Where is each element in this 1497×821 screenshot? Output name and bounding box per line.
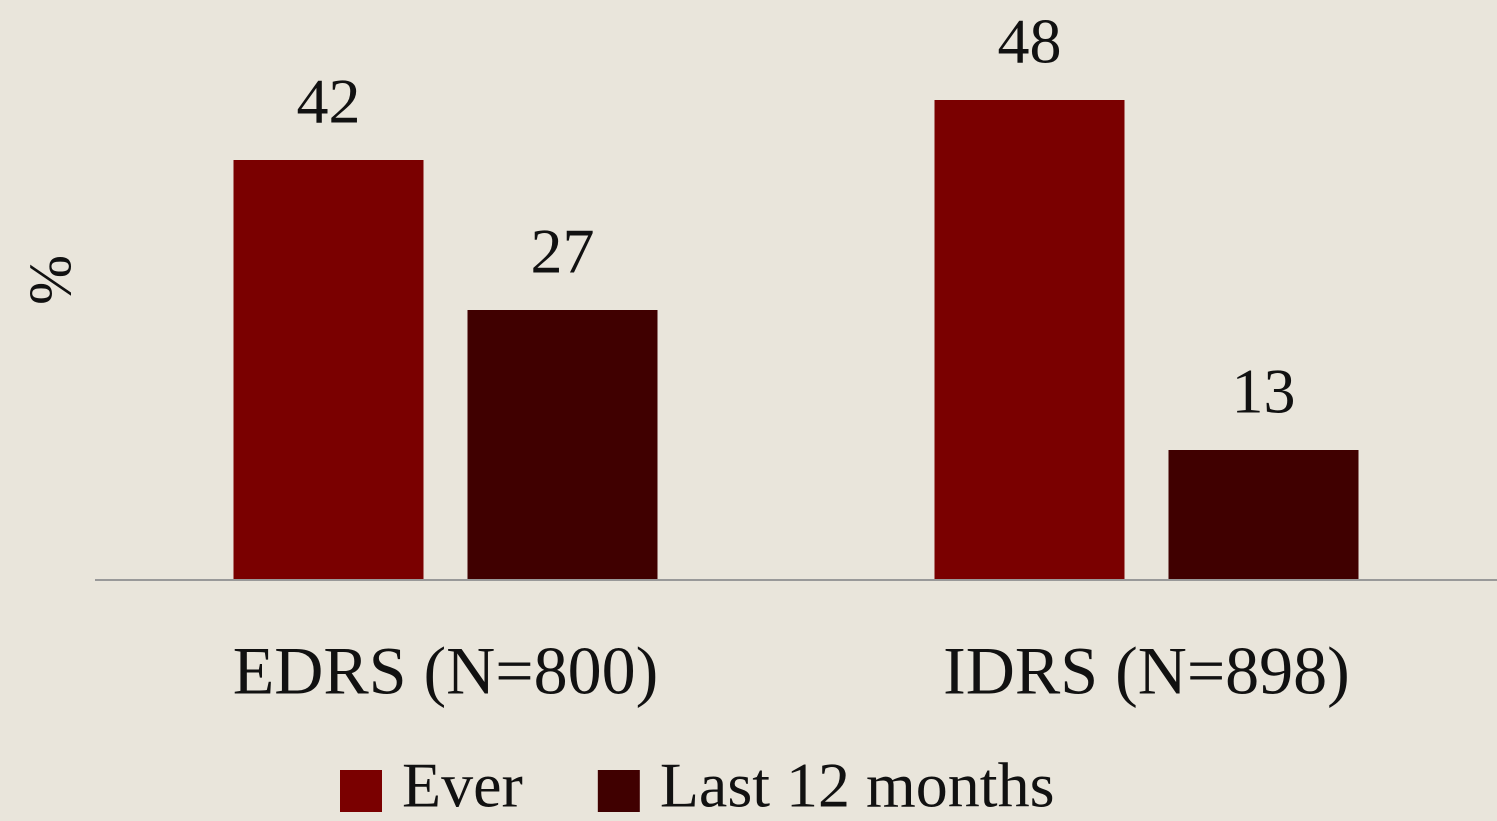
data-label: 42 (297, 66, 361, 137)
legend-label: Last 12 months (660, 750, 1055, 821)
data-label: 13 (1232, 356, 1296, 427)
bar (1168, 450, 1359, 580)
x-tick-label: EDRS (N=800) (233, 633, 659, 709)
bar (233, 160, 424, 580)
y-axis-label: % (18, 255, 84, 305)
legend-swatch (597, 770, 640, 812)
x-tick-label: IDRS (N=898) (943, 633, 1350, 709)
legend-label: Ever (402, 750, 523, 821)
bar (467, 310, 658, 580)
data-label: 27 (531, 216, 595, 287)
bar (934, 100, 1125, 580)
data-label: 48 (998, 6, 1062, 77)
legend-swatch (340, 770, 382, 812)
